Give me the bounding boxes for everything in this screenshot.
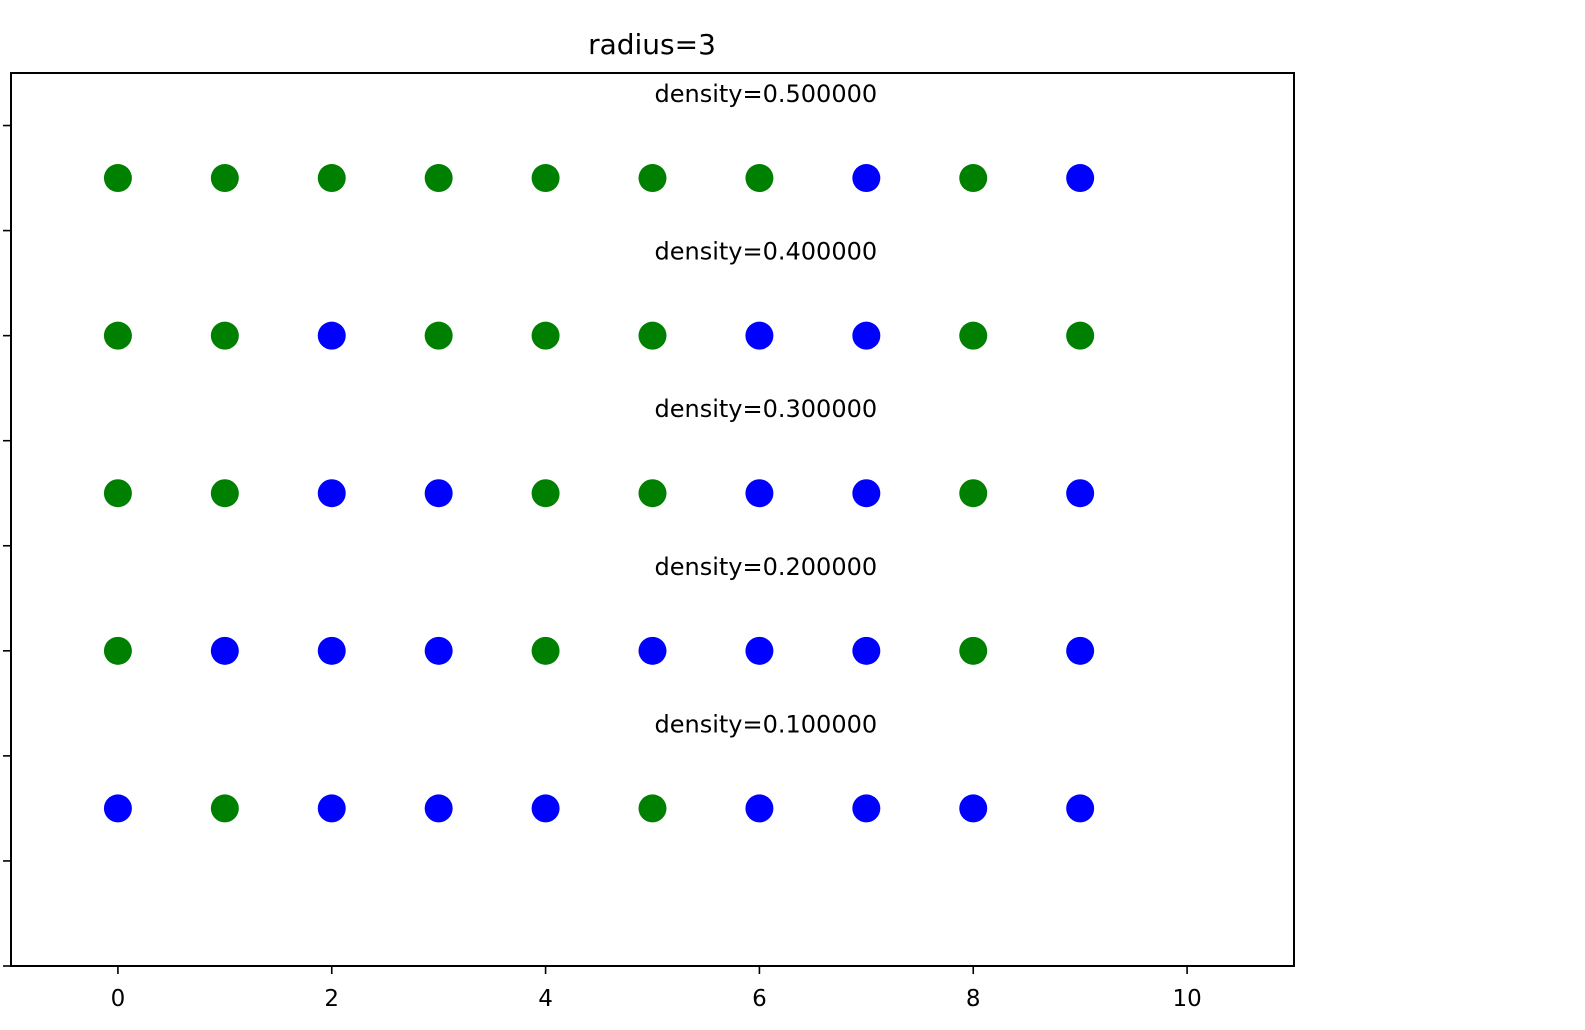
data-point-blue [1066,164,1095,193]
data-point-blue [317,479,346,508]
density-annotations: density=0.500000 density=0.400000 density=… [655,80,878,738]
density-annotation: density=0.500000 [655,80,878,108]
density-annotation: density=0.300000 [655,395,878,423]
density-annotation: density=0.400000 [655,238,878,266]
data-point-green [638,479,667,508]
x-tick-label: 6 [752,986,767,1012]
data-point-green [531,479,560,508]
density-annotation: density=0.100000 [655,710,878,738]
data-point-green [638,321,667,350]
data-point-green [745,164,774,193]
data-point-blue [424,636,453,665]
data-point-blue [1066,479,1095,508]
data-point-green [317,164,346,193]
data-point-green [959,164,988,193]
data-point-green [103,321,132,350]
data-point-blue [638,636,667,665]
data-point-blue [424,479,453,508]
data-point-blue [745,321,774,350]
x-tick-label: 2 [324,986,339,1012]
data-point-blue [852,636,881,665]
x-tick-label: 4 [538,986,553,1012]
data-point-green [103,164,132,193]
data-point-blue [317,636,346,665]
data-point-blue [210,636,239,665]
data-point-green [531,164,560,193]
data-points [103,164,1095,823]
data-point-blue [1066,794,1095,823]
chart-title: radius=3 [588,28,716,61]
data-point-blue [745,636,774,665]
data-point-blue [317,321,346,350]
data-point-blue [745,479,774,508]
data-point-green [424,321,453,350]
data-point-green [210,794,239,823]
data-point-green [210,164,239,193]
x-tick-label: 8 [966,986,981,1012]
data-point-blue [1066,636,1095,665]
plot-area-frame [10,72,1295,967]
y-axis [3,124,11,967]
data-point-green [531,321,560,350]
data-point-blue [103,794,132,823]
data-point-green [638,794,667,823]
data-point-green [959,321,988,350]
data-point-blue [531,794,560,823]
data-point-blue [852,164,881,193]
data-point-green [103,636,132,665]
data-point-green [103,479,132,508]
x-tick-label: 10 [1172,986,1201,1012]
data-point-green [210,321,239,350]
data-point-blue [959,794,988,823]
x-axis: 0 2 4 6 8 10 [111,966,1202,1012]
data-point-green [424,164,453,193]
data-point-blue [852,794,881,823]
data-point-blue [745,794,774,823]
data-point-green [959,479,988,508]
data-point-green [531,636,560,665]
data-point-blue [852,479,881,508]
data-point-green [638,164,667,193]
data-point-blue [852,321,881,350]
data-point-green [210,479,239,508]
data-point-green [1066,321,1095,350]
data-point-blue [424,794,453,823]
x-tick-label: 0 [111,986,126,1012]
density-annotation: density=0.200000 [655,553,878,581]
data-point-blue [317,794,346,823]
data-point-green [959,636,988,665]
